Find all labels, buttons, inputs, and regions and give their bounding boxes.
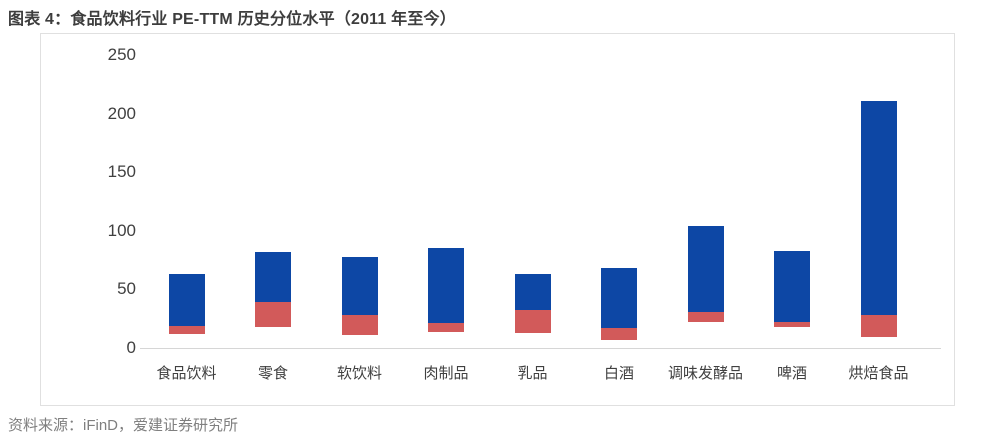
bar-segment-red <box>687 311 724 323</box>
bar-segment-blue <box>514 274 551 311</box>
bar-segment-red <box>514 310 551 333</box>
bar-segment-blue <box>774 250 810 323</box>
x-axis-label: 烘焙食品 <box>848 365 909 382</box>
bar-segment-red <box>601 328 637 340</box>
y-axis-tick-label: 250 <box>107 45 136 64</box>
bar-segment-blue <box>687 226 724 312</box>
chart-container <box>40 33 955 406</box>
y-axis-tick-label: 200 <box>107 103 136 123</box>
y-axis-tick-label: 150 <box>107 162 136 182</box>
x-axis-label: 软饮料 <box>336 365 383 382</box>
bar-segment-red <box>341 315 378 336</box>
y-axis-tick-label: 100 <box>107 220 136 240</box>
x-axis-label: 乳品 <box>517 365 548 382</box>
bar-segment-blue <box>341 256 378 316</box>
bar-segment-blue <box>601 268 637 329</box>
x-axis-label: 零食 <box>257 365 289 382</box>
figure-title: 图表 4：食品饮料行业 PE-TTM 历史分位水平（2011 年至今） <box>8 11 456 28</box>
bar-segment-red <box>168 325 205 334</box>
x-axis-label: 调味发酵品 <box>667 365 744 382</box>
source-note: 资料来源：iFinD，爱建证券研究所 <box>8 417 239 434</box>
y-axis-tick-label: 0 <box>126 338 136 357</box>
bar-segment-blue <box>428 248 464 324</box>
x-axis-label: 啤酒 <box>776 365 808 382</box>
x-axis-label: 白酒 <box>603 365 635 382</box>
bar-segment-red <box>774 322 810 327</box>
bar-segment-red <box>255 302 291 327</box>
bar-segment-blue <box>255 251 291 303</box>
y-axis-tick-label: 50 <box>117 279 136 299</box>
x-axis-label: 肉制品 <box>423 365 469 382</box>
bar-segment-blue <box>860 100 897 316</box>
x-axis-label: 食品饮料 <box>156 365 217 382</box>
bar-segment-red <box>428 323 464 332</box>
bar-segment-red <box>860 315 897 338</box>
x-axis-line <box>140 348 941 349</box>
bar-segment-blue <box>168 274 205 326</box>
